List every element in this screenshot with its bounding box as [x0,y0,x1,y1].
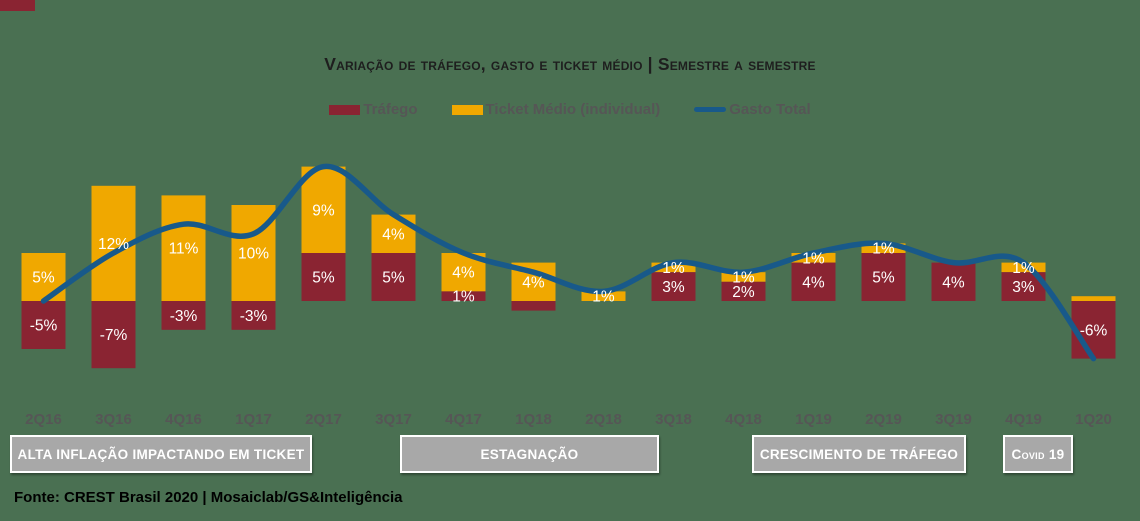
label-ticket-1Q19: 1% [802,250,825,267]
bar-ticket-1Q20 [1071,296,1116,301]
phase-box-estagnacao: Estagnação [400,435,659,473]
label-trafego-1Q20: -6% [1080,322,1108,339]
x-label-3Q18: 3Q18 [655,411,692,428]
label-ticket-1Q17: 10% [238,246,269,263]
bar-trafego-2Q17 [301,253,346,301]
bar-ticket-1Q19 [791,253,836,263]
x-label-1Q18: 1Q18 [515,411,552,428]
label-ticket-3Q17: 4% [382,226,405,243]
label-ticket-2Q18: 1% [592,289,615,306]
label-ticket-4Q17: 4% [452,265,475,282]
x-label-2Q18: 2Q18 [585,411,622,428]
bar-trafego-4Q18 [721,281,766,301]
x-label-4Q17: 4Q17 [445,411,482,428]
bar-trafego-1Q18 [511,301,556,311]
label-ticket-4Q16: 11% [169,241,199,258]
phase-box-alta-inflacao: Alta inflação impactando em ticket [10,435,312,473]
bar-ticket-2Q19 [861,243,906,253]
bar-trafego-3Q16 [91,301,136,369]
legend-label: Gasto Total [729,101,811,118]
bar-ticket-3Q18 [651,262,696,273]
x-label-1Q19: 1Q19 [795,411,832,428]
label-trafego-3Q17: 5% [382,270,405,287]
label-trafego-2Q19: 5% [872,270,895,287]
chart-title: Variação de tráfego, gasto e ticket médi… [324,54,816,74]
label-ticket-4Q18: 1% [732,270,755,287]
trafego-swatch-icon [329,104,361,115]
legend-item-ticket-medio: Ticket Médio (individual) [451,101,661,118]
label-trafego-1Q19: 4% [802,274,825,291]
label-trafego-2Q16: -5% [30,318,58,335]
label-ticket-2Q17: 9% [312,202,335,219]
x-label-2Q16: 2Q16 [25,411,62,428]
bar-trafego-1Q19 [791,262,836,301]
label-ticket-2Q19: 1% [872,241,895,258]
legend-label: Ticket Médio (individual) [485,101,661,118]
gasto-total-line-swatch-icon [694,107,727,112]
label-ticket-3Q18: 1% [662,260,685,277]
bar-trafego-4Q17 [441,291,486,301]
bar-ticket-2Q17 [301,166,346,253]
label-trafego-4Q18: 2% [732,284,755,301]
source-credit: Fonte: CREST Brasil 2020 | Mosaiclab/GS&… [14,489,403,506]
bar-trafego-1Q17 [231,301,276,330]
label-trafego-3Q18: 3% [662,279,685,296]
label-trafego-3Q16: -7% [100,327,128,344]
x-label-3Q16: 3Q16 [95,411,132,428]
ticket-medio-swatch-icon [451,104,483,115]
x-label-2Q17: 2Q17 [305,411,342,428]
x-label-3Q17: 3Q17 [375,411,412,428]
bar-ticket-4Q16 [161,195,206,301]
x-label-4Q19: 4Q19 [1005,411,1042,428]
bar-ticket-2Q18 [581,291,626,301]
bar-ticket-4Q18 [721,272,766,282]
label-trafego-4Q19: 3% [1012,279,1035,296]
phase-box-crescimento-trafego: Crescimento de tráfego [752,435,966,473]
label-ticket-4Q19: 1% [1012,260,1035,277]
label-ticket-2Q16: 5% [32,270,55,287]
label-trafego-2Q17: 5% [312,270,335,287]
label-ticket-1Q18: 4% [522,274,545,291]
phase-box-label: Crescimento de tráfego [759,446,959,462]
x-label-1Q20: 1Q20 [1075,411,1112,428]
bar-trafego-4Q16 [161,301,206,330]
legend-item-gasto-total: Gasto Total [694,101,811,118]
bar-trafego-3Q17 [371,253,416,301]
phase-box-covid19: Covid 19 [1003,435,1073,473]
x-label-4Q16: 4Q16 [165,411,202,428]
gasto-total-line [40,163,1097,362]
x-label-1Q17: 1Q17 [235,411,272,428]
corner-decoration-fragment [0,0,35,11]
label-trafego-3Q19: 4% [942,274,965,291]
phase-box-label: Estagnação [480,446,579,462]
bar-trafego-2Q19 [861,253,906,301]
label-ticket-3Q16: 12% [98,236,129,253]
x-label-4Q18: 4Q18 [725,411,762,428]
x-label-2Q19: 2Q19 [865,411,902,428]
x-label-3Q19: 3Q19 [935,411,972,428]
bar-ticket-4Q19 [1001,262,1046,273]
phase-box-label: Covid 19 [1011,446,1065,462]
bar-trafego-3Q18 [651,272,696,301]
legend-item-trafego: Tráfego [329,101,418,118]
label-trafego-4Q17: 1% [452,289,475,306]
chart-legend: Tráfego Ticket Médio (individual) Gasto … [0,101,1140,118]
bar-trafego-1Q20 [1071,301,1116,359]
label-trafego-4Q16: -3% [170,308,198,325]
bar-trafego-3Q19 [931,262,976,301]
phase-box-label: Alta inflação impactando em ticket [17,446,305,462]
bar-trafego-2Q16 [21,301,66,349]
legend-label: Tráfego [363,101,418,118]
label-trafego-1Q17: -3% [240,308,268,325]
